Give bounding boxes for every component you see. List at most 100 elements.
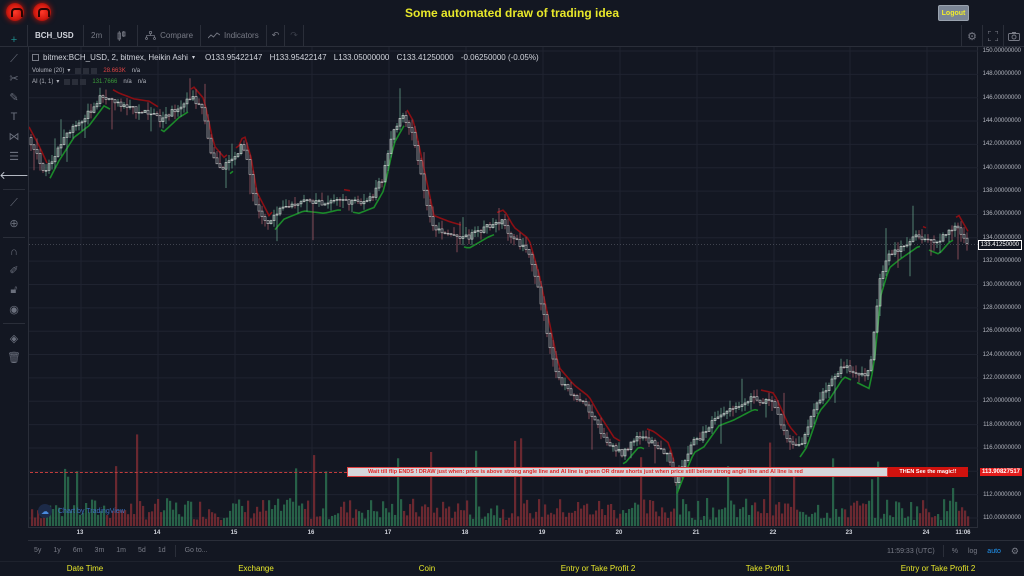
- close-value: C133.41250000: [396, 53, 454, 62]
- settings-button[interactable]: ⚙: [961, 25, 982, 47]
- prediction-tool[interactable]: ☰: [0, 146, 28, 165]
- auto-toggle[interactable]: auto: [987, 547, 1001, 555]
- prediction-icon: ☰: [9, 150, 19, 163]
- range-1d[interactable]: 1d: [157, 547, 166, 554]
- eye-icon[interactable]: [75, 67, 82, 74]
- remove-tool[interactable]: 🗑︎: [0, 348, 28, 367]
- brush-icon: ✎: [9, 92, 19, 105]
- range-5y[interactable]: 5y: [34, 547, 42, 554]
- camera-icon: [1008, 31, 1020, 41]
- chart-settings-button[interactable]: ⚙: [1006, 546, 1024, 557]
- bottom-toolbar: 5y 1y 6m 3m 1m 5d 1d Go to... 11:59:33 (…: [28, 540, 1024, 560]
- chart-toolbar: BCH_USD 2m Compare Indicators ↶ ↷ ⚙: [0, 24, 1024, 47]
- time-axis[interactable]: 13 14 15 16 17 18 19 20 21 22 23 24: [28, 528, 978, 540]
- price-label: 150.00000000: [982, 48, 1021, 54]
- redo-icon: ↷: [290, 30, 298, 40]
- chart-canvas[interactable]: [28, 47, 979, 528]
- interval-button[interactable]: 2m: [84, 24, 111, 47]
- indicators-button[interactable]: Indicators: [201, 24, 267, 47]
- time-axis-end-label: 11:06: [955, 530, 971, 536]
- close-icon[interactable]: [80, 78, 87, 85]
- text-icon: T: [10, 111, 18, 124]
- top-header: Some automated draw of trading idea Logo…: [0, 0, 1024, 25]
- crosshair-tool[interactable]: +: [0, 30, 28, 49]
- pattern-icon: ⋈: [8, 131, 20, 144]
- chevron-down-icon[interactable]: ▾: [191, 55, 195, 61]
- ai-value: 131.7666: [92, 78, 118, 85]
- back-arrow-icon: 🡐: [0, 170, 29, 183]
- volume-label[interactable]: Volume (20): [32, 67, 65, 74]
- measure-tool[interactable]: ⟋: [0, 194, 28, 213]
- price-label: 124.00000000: [982, 351, 1021, 358]
- ai-label[interactable]: AI (1, 1): [32, 78, 54, 85]
- lock-tool[interactable]: 🔓︎: [0, 281, 28, 300]
- time-label: 14: [153, 530, 161, 536]
- goto-button[interactable]: Go to...: [184, 547, 208, 554]
- collapse-legend-icon[interactable]: [32, 54, 39, 61]
- time-label: 16: [307, 530, 315, 536]
- chevron-down-icon[interactable]: ▾: [56, 79, 60, 85]
- low-value: L133.05000000: [333, 53, 390, 62]
- price-label: 118.00000000: [983, 421, 1021, 428]
- utc-clock[interactable]: 11:59:33 (UTC): [886, 547, 935, 555]
- price-label: 140.00000000: [982, 164, 1021, 171]
- chart-type-button[interactable]: [110, 24, 139, 47]
- time-label: 23: [845, 530, 853, 536]
- logo-icon[interactable]: [6, 3, 24, 21]
- layers-tool[interactable]: ◈: [0, 328, 28, 347]
- chevron-down-icon[interactable]: ▾: [67, 68, 71, 74]
- range-1m[interactable]: 1m: [116, 547, 127, 554]
- time-label: 24: [922, 530, 930, 536]
- current-price-badge: 133.41250000: [977, 239, 1022, 250]
- logout-button[interactable]: Logout: [938, 5, 969, 21]
- stay-drawing-tool[interactable]: ✐: [0, 261, 28, 280]
- text-tool[interactable]: T: [0, 108, 28, 127]
- brush-tool[interactable]: ✎: [0, 88, 28, 107]
- back-arrow-tool[interactable]: 🡐: [0, 166, 29, 185]
- tradingview-watermark[interactable]: ☁ Chart by TradingView: [38, 504, 125, 518]
- cloud-icon: ☁: [38, 504, 52, 518]
- eye-icon[interactable]: [64, 78, 71, 85]
- data-footer: Date Time Exchange Coin Entry or Take Pr…: [0, 561, 1024, 576]
- eye-icon: ◉: [9, 304, 19, 317]
- fullscreen-button[interactable]: [982, 25, 1003, 47]
- ruler-icon: ⟋: [10, 197, 18, 210]
- symbol-search[interactable]: BCH_USD: [27, 24, 84, 47]
- hide-tool[interactable]: ◉: [0, 300, 28, 319]
- series-legend: bitmex:BCH_USD, 2, bitmex, Heikin Ashi ▾…: [32, 53, 544, 62]
- zoom-in-icon: ⊕: [9, 217, 19, 230]
- range-5d[interactable]: 5d: [138, 547, 146, 554]
- settings-icon[interactable]: [72, 78, 79, 85]
- settings-icon[interactable]: [83, 67, 90, 74]
- close-icon[interactable]: [91, 67, 98, 74]
- price-label: 110.00000000: [983, 515, 1021, 521]
- drawing-toolbar: + ⟋ ✂ ✎ T ⋈ ☰ 🡐 ⟋ ⊕ ∩ ✐ 🔓︎ ◉ ◈ 🗑︎: [0, 30, 29, 530]
- time-label: 15: [230, 530, 238, 536]
- pattern-tool[interactable]: ⋈: [0, 127, 28, 146]
- footer-col-entry-tp2-b: Entry or Take Profit 2: [900, 564, 976, 573]
- range-6m[interactable]: 6m: [72, 547, 83, 554]
- percent-toggle[interactable]: %: [951, 547, 958, 555]
- price-label: 136.00000000: [982, 211, 1021, 218]
- zoom-tool[interactable]: ⊕: [0, 214, 28, 233]
- log-toggle[interactable]: log: [967, 547, 978, 555]
- range-3m[interactable]: 3m: [94, 547, 105, 554]
- redo-button[interactable]: ↷: [285, 24, 304, 47]
- range-1y[interactable]: 1y: [53, 547, 61, 554]
- pitchfork-tool[interactable]: ✂: [0, 69, 28, 88]
- trend-line-tool[interactable]: ⟋: [0, 49, 28, 68]
- time-label: 19: [538, 530, 546, 536]
- undo-button[interactable]: ↶: [267, 24, 286, 47]
- volume-legend: Volume (20) ▾ 28.663K n/a: [32, 67, 146, 74]
- price-axis[interactable]: 150.00000000 148.00000000 146.00000000 144.…: [977, 47, 1024, 528]
- crosshair-icon: +: [10, 33, 18, 46]
- logo-icon[interactable]: [33, 3, 51, 21]
- price-label: 120.00000000: [982, 398, 1021, 405]
- series-title[interactable]: bitmex:BCH_USD, 2, bitmex, Heikin Ashi: [43, 53, 188, 62]
- time-label: 22: [769, 530, 777, 536]
- snapshot-button[interactable]: [1003, 25, 1024, 47]
- ohlc-values: O133.95422147 H133.95422147 L133.0500000…: [205, 53, 544, 62]
- magnet-tool[interactable]: ∩: [0, 242, 28, 261]
- compare-button[interactable]: Compare: [138, 24, 202, 47]
- price-chart[interactable]: [29, 47, 979, 528]
